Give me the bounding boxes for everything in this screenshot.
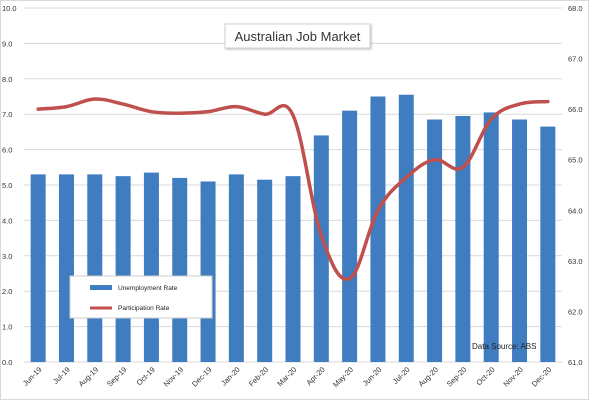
right-axis-tick-label: 67.0 (568, 55, 583, 64)
unemployment-bar (313, 135, 329, 362)
participation-point (518, 102, 522, 106)
chart-title: Australian Job Market (235, 29, 361, 44)
legend: Unemployment Rate Participation Rate (69, 275, 213, 319)
unemployment-bar (512, 119, 528, 362)
data-source-note: Data Source: ABS (472, 342, 536, 351)
unemployment-bar (540, 126, 556, 362)
unemployment-bar (342, 110, 358, 362)
participation-point (36, 107, 40, 111)
unemployment-bar (87, 174, 103, 362)
participation-point (348, 277, 352, 281)
participation-point (291, 113, 295, 117)
unemployment-bar (257, 179, 273, 362)
chart-title-box: Australian Job Market (224, 23, 371, 49)
left-axis-tick-label: 10.0 (2, 4, 17, 13)
participation-point (121, 102, 125, 106)
participation-point (234, 105, 238, 109)
participation-point (376, 208, 380, 212)
unemployment-bar (58, 174, 74, 362)
right-axis-tick-label: 65.0 (568, 156, 583, 165)
left-axis-tick-label: 3.0 (2, 252, 12, 261)
right-axis-tick-label: 66.0 (568, 105, 583, 114)
participation-point (178, 111, 182, 115)
left-axis-tick-label: 5.0 (2, 181, 12, 190)
left-axis-tick-label: 2.0 (2, 287, 12, 296)
legend-swatch-unemployment (90, 285, 112, 290)
unemployment-bar (115, 176, 131, 362)
right-axis-tick-label: 64.0 (568, 206, 583, 215)
participation-point (64, 105, 68, 109)
unemployment-bar (483, 112, 499, 363)
right-axis-tick-label: 63.0 (568, 257, 583, 266)
participation-point (433, 158, 437, 162)
participation-point (546, 100, 550, 104)
left-axis-tick-label: 9.0 (2, 39, 12, 48)
participation-point (404, 175, 408, 179)
unemployment-bar (228, 174, 244, 362)
participation-point (489, 117, 493, 121)
bar-series (30, 94, 556, 363)
left-axis-tick-label: 7.0 (2, 110, 12, 119)
right-axis-tick-label: 61.0 (568, 358, 583, 367)
left-axis-ticks: 0.0 1.0 2.0 3.0 4.0 5.0 6.0 7.0 8.0 9.0 10.0 (2, 4, 17, 367)
line-series (36, 97, 550, 281)
legend-box (69, 275, 213, 319)
left-axis-tick-label: 0.0 (2, 358, 12, 367)
participation-point (149, 110, 153, 114)
right-axis-ticks: 61.0 62.0 63.0 64.0 65.0 66.0 67.0 68.0 (568, 4, 583, 367)
unemployment-bar (427, 119, 443, 362)
unemployment-bar (370, 96, 386, 362)
legend-label-participation: Participation Rate (118, 305, 170, 312)
right-axis-tick-label: 68.0 (568, 4, 583, 13)
participation-point (461, 165, 465, 169)
unemployment-bar (143, 172, 159, 362)
unemployment-bar (455, 115, 471, 362)
unemployment-bar (398, 94, 414, 362)
unemployment-bar (200, 181, 216, 362)
left-axis-tick-label: 4.0 (2, 216, 12, 225)
legend-label-unemployment: Unemployment Rate (118, 285, 178, 292)
participation-point (263, 112, 267, 116)
left-axis-tick-label: 8.0 (2, 75, 12, 84)
left-axis-tick-label: 6.0 (2, 146, 12, 155)
unemployment-bar (285, 176, 301, 362)
right-axis-tick-label: 62.0 (568, 307, 583, 316)
participation-point (93, 97, 97, 101)
unemployment-bar (30, 174, 46, 362)
left-axis-tick-label: 1.0 (2, 323, 12, 332)
participation-point (206, 110, 210, 114)
participation-point (319, 234, 323, 238)
unemployment-bar (172, 177, 188, 362)
